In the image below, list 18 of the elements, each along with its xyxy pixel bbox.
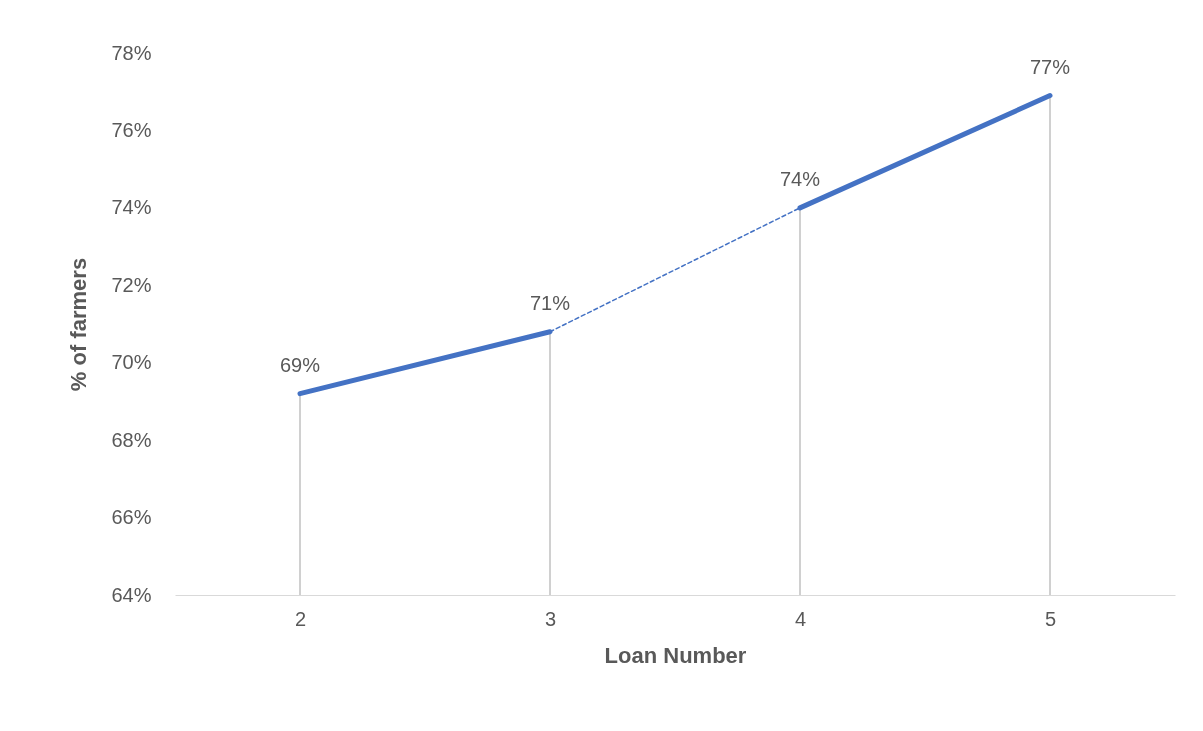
y-tick-label: 72% [111, 273, 152, 296]
y-tick-label: 76% [111, 118, 152, 141]
x-tick-label: 4 [794, 607, 807, 630]
x-tick-label: 2 [294, 607, 307, 630]
data-label: 71% [529, 291, 571, 314]
y-tick-label: 70% [111, 351, 152, 374]
y-tick-label: 66% [111, 506, 152, 529]
y-tick-label: 64% [111, 583, 152, 606]
x-tick-label: 5 [1044, 607, 1057, 630]
x-axis-title: Loan Number [604, 642, 747, 668]
x-tick-label: 3 [544, 607, 557, 630]
data-label: 69% [279, 353, 321, 376]
data-label: 74% [779, 167, 821, 190]
y-tick-label: 74% [111, 196, 152, 219]
y-tick-label: 78% [111, 41, 152, 64]
y-axis-title: % of farmers [66, 257, 92, 392]
data-label: 77% [1029, 55, 1071, 78]
y-tick-label: 68% [111, 428, 152, 451]
